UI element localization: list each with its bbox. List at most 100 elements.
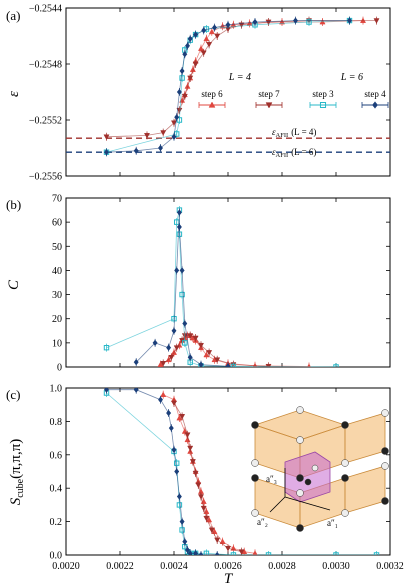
y-tick-label: 20: [52, 314, 62, 325]
data-point-step-3: [333, 364, 339, 367]
data-point-step-4: [152, 339, 158, 347]
data-point-step-4: [171, 327, 177, 335]
data-point-step-4: [225, 21, 231, 29]
panel-label-a: (a): [6, 8, 20, 23]
y-tick-label: 0.6: [50, 450, 63, 461]
inset-atom: [296, 436, 304, 444]
inset-atom: [251, 509, 259, 517]
y-axis-title-b: C: [6, 279, 22, 290]
inset-center-cube: [284, 451, 331, 503]
data-point-step-4: [133, 388, 139, 393]
legend-entry-step-6: step 6: [201, 89, 223, 99]
x-tick-label: 0.0020: [52, 561, 80, 572]
data-point-step-6: [203, 35, 210, 42]
inset-atom: [381, 462, 389, 470]
data-point-step-4: [171, 133, 177, 141]
x-tick-label: 0.0026: [214, 561, 242, 572]
data-point-step-4: [179, 67, 185, 75]
plot-frame: [65, 197, 391, 368]
data-point-step-4: [157, 396, 164, 403]
y-tick-label: 0.0: [50, 551, 63, 562]
inset-atom: [296, 489, 304, 497]
data-point-step-4: [133, 358, 139, 366]
data-point-step-7: [206, 350, 213, 356]
plot-area-c: 0.0020 0.0022 0.0024 0.0026 0.0028 0.0030 0.00…: [50, 384, 404, 573]
y-axis-title-c: Scube(π,π,π): [8, 439, 26, 506]
inset-atom: [296, 524, 304, 532]
data-point-step-4: [174, 113, 180, 121]
data-point-step-3: [182, 47, 188, 53]
inset-cubes: [253, 409, 386, 529]
data-point-step-4: [346, 17, 353, 24]
inset-crystal-structure: a″₃ a″₂ a″₁: [251, 406, 389, 532]
x-tick-label: 0.0030: [322, 561, 350, 572]
y-tick-label: 0.2: [50, 517, 63, 528]
data-layer: [103, 388, 380, 555]
y-tick-label: 60: [52, 218, 62, 229]
y-tick-label: 40: [52, 266, 62, 277]
data-point-step-4: [211, 24, 218, 31]
legend-marker-step-3: [319, 101, 327, 109]
data-point-step-7: [192, 335, 199, 342]
data-point-step-3: [173, 460, 180, 466]
data-point-step-4: [198, 361, 204, 367]
inset-cube-back-right-2: [344, 412, 386, 464]
legend: L = 4 L = 6 step 6 step 7 step 3 step 4: [198, 72, 389, 109]
data-point-step-7: [160, 130, 167, 136]
inset-atom: [251, 421, 259, 429]
data-point-step-7: [200, 50, 207, 56]
legend-header-l4: L = 4: [228, 72, 251, 83]
y-tick-label: 1.0: [50, 384, 63, 395]
inset-atom: [296, 474, 304, 482]
y-tick-label: 50: [52, 242, 62, 253]
data-point-step-6: [160, 391, 167, 398]
data-point-step-7: [160, 361, 167, 367]
data-point-step-3: [265, 552, 272, 555]
data-point-step-3: [333, 552, 339, 555]
inset-lattice-vectors: [269, 468, 331, 513]
y-tick-label: 0.8: [50, 417, 63, 428]
data-point-step-7: [206, 42, 213, 48]
data-point-step-4: [182, 320, 188, 327]
plot-area-a: −0.2556 −0.2552 −0.2548 −0.2544: [29, 4, 391, 183]
y-tick-label: 0.4: [50, 484, 63, 495]
y-tick-label: −0.2548: [29, 60, 62, 71]
data-point-step-7: [214, 33, 221, 40]
data-point-step-4: [187, 354, 193, 361]
data-layer: [103, 206, 339, 367]
data-point-step-4: [193, 31, 199, 38]
data-point-step-4: [174, 468, 180, 475]
data-point-step-3: [103, 344, 110, 351]
data-point-step-3: [230, 363, 237, 367]
inset-atom: [341, 459, 349, 467]
series-line-step-7: [162, 335, 269, 367]
data-point-step-7: [189, 459, 196, 465]
x-axis-title: T: [224, 571, 234, 587]
data-point-step-7: [170, 400, 178, 407]
data-point-step-3: [230, 552, 237, 555]
inset-atom: [251, 459, 259, 467]
data-point-step-4: [193, 550, 199, 555]
data-point-step-7: [200, 505, 207, 512]
data-point-step-4: [176, 209, 182, 216]
data-point-step-4: [133, 147, 139, 155]
y-tick-label: 0: [57, 363, 62, 374]
data-point-step-6: [157, 361, 164, 367]
data-point-step-7: [173, 345, 180, 351]
data-point-step-4: [187, 35, 193, 43]
series-line-step-3: [106, 210, 337, 367]
data-point-step-4: [201, 27, 207, 34]
ref-label-l4: εAFII (L = 4): [272, 127, 316, 139]
inset-label-a1: a″₁: [327, 518, 338, 528]
inset-label-a2: a″₂: [257, 517, 268, 527]
plot-area-b: 0 10 20 30 40 50 60 70: [52, 194, 391, 374]
series-line-step-4: [135, 212, 229, 367]
data-point-step-4: [182, 538, 188, 545]
inset-atom: [381, 497, 389, 505]
data-point-step-7: [195, 482, 202, 488]
inset-atom: [251, 474, 259, 482]
legend-marks: [198, 101, 389, 109]
data-point-step-7: [103, 134, 110, 140]
y-tick-label: 30: [52, 290, 62, 301]
data-point-step-3: [176, 231, 183, 237]
